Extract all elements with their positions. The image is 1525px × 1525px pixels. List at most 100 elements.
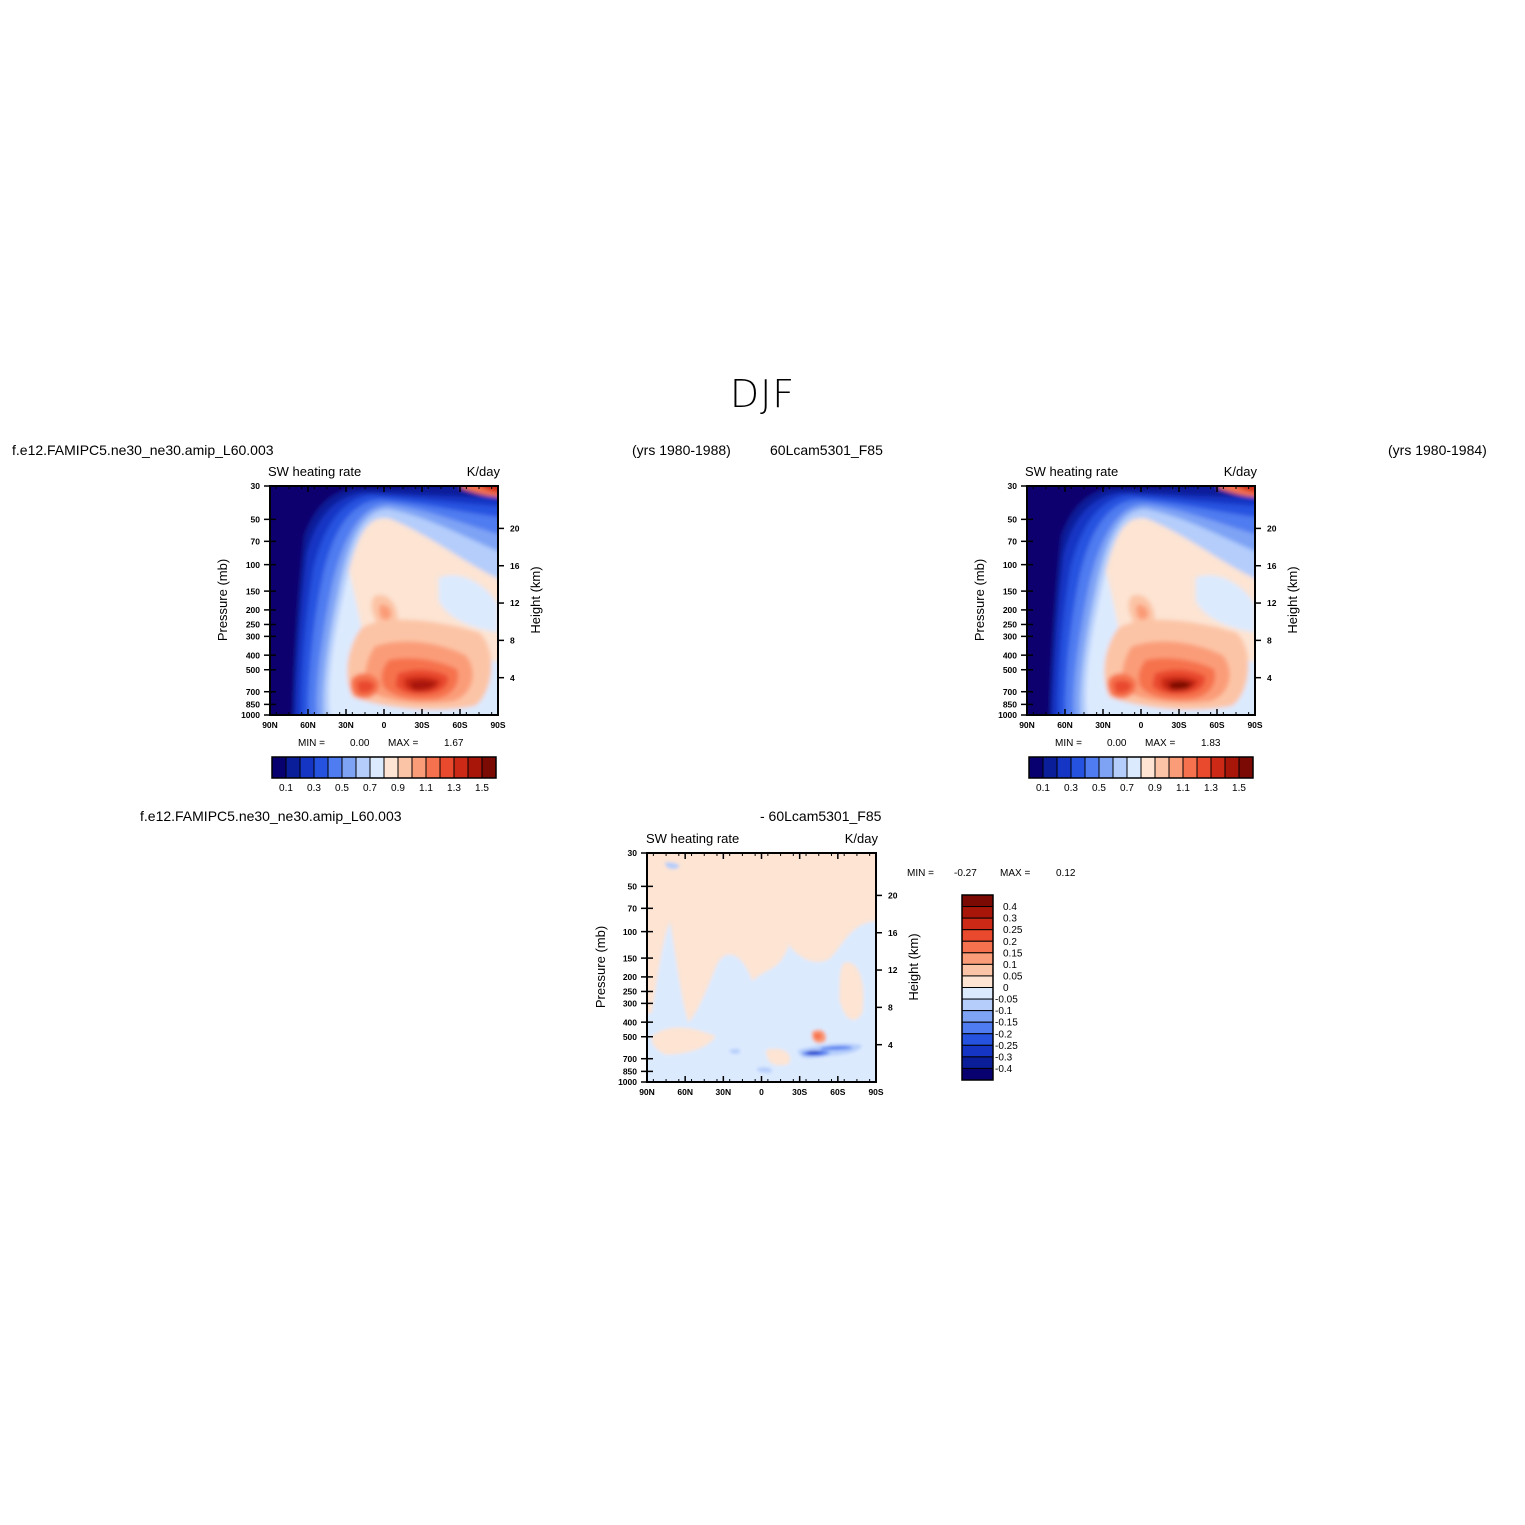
- panel-1-title-left: SW heating rate: [268, 464, 361, 479]
- colorbar-box: [961, 1044, 994, 1058]
- y-tick-label: 500: [246, 665, 260, 675]
- panel-3-title-left: SW heating rate: [646, 831, 739, 846]
- y-tick-label: 100: [1003, 560, 1017, 570]
- y-tick-label: 850: [246, 700, 260, 710]
- diff-case2-header: - 60Lcam5301_F85: [760, 808, 882, 824]
- y-tick-label: 150: [246, 586, 260, 596]
- diff-case1-header: f.e12.FAMIPC5.ne30_ne30.amip_L60.003: [140, 808, 402, 824]
- mid-blue: [1195, 575, 1255, 633]
- panel-1-min-label: MIN =: [298, 738, 325, 749]
- band-0: [1027, 486, 1191, 715]
- y-tick-label: 250: [623, 987, 637, 997]
- colorbar-box: [397, 756, 413, 779]
- panel-3-min-label: MIN =: [907, 868, 934, 879]
- y-right-tick-label: 12: [1267, 598, 1277, 608]
- y-tick-label: 500: [1003, 665, 1017, 675]
- colorbar-frame: [1028, 756, 1254, 779]
- colorbar-label: 0.7: [363, 783, 377, 794]
- colorbar-box: [961, 1033, 994, 1046]
- diff-blue-top: [665, 862, 680, 869]
- panel-2-field: [1027, 486, 1255, 715]
- panel-3-ylabel: Pressure (mb): [593, 926, 608, 1008]
- y-tick-label: 850: [1003, 700, 1017, 710]
- colorbar-box: [355, 756, 371, 779]
- x-tick-label: 0: [1139, 720, 1144, 730]
- y-tick-label: 50: [1008, 515, 1018, 525]
- y-tick-label: 30: [1008, 481, 1018, 491]
- colorbar-label: 0.3: [1064, 783, 1078, 794]
- colorbar-label: 1.1: [419, 783, 433, 794]
- panel-1-min-value: 0.00: [350, 738, 370, 749]
- colorbar-box: [1056, 756, 1072, 779]
- case1-years: (yrs 1980-1988): [632, 442, 731, 458]
- x-tick-label: 60N: [677, 1087, 693, 1097]
- colorbar-box: [961, 1010, 994, 1023]
- diff-warm-upper: [647, 853, 876, 1023]
- colorbar-box: [961, 998, 994, 1012]
- sh-blob-core: [356, 680, 375, 693]
- panel-3: SW heating rate K/day 90N 60N 30N 0 30S 60S 90…: [593, 831, 1076, 1097]
- y-right-tick-label: 20: [510, 524, 520, 534]
- panel-1-field: [270, 486, 498, 715]
- x-tick-label: 60N: [1057, 720, 1073, 730]
- colorbar-box: [961, 1056, 994, 1069]
- panel-1: SW heating rate K/day 90N 60N 30N 0 30S 60S 90…: [215, 464, 543, 794]
- panel-1-ylabel: Pressure (mb): [215, 559, 230, 641]
- colorbar-label: 1.1: [1176, 783, 1190, 794]
- colorbar-box: [961, 1067, 994, 1081]
- y-tick-label: 850: [623, 1067, 637, 1077]
- x-tick-label: 30N: [716, 1087, 732, 1097]
- panel-3-max-label: MAX =: [1000, 868, 1030, 879]
- colorbar-box: [1112, 756, 1128, 779]
- colorbar-box: [411, 756, 427, 779]
- colorbar-box: [1098, 756, 1114, 779]
- colorbar-label: 0.9: [391, 783, 405, 794]
- colorbar-box: [1084, 756, 1100, 779]
- colorbar-box: [1028, 756, 1044, 779]
- panel-2-max-value: 1.83: [1201, 738, 1221, 749]
- colorbar-label: 1.5: [475, 783, 489, 794]
- warm-14: [409, 680, 437, 690]
- y-right-tick-label: 8: [510, 636, 515, 646]
- diff-blue-small: [729, 1049, 741, 1054]
- y-tick-label: 400: [246, 650, 260, 660]
- y-right-tick-label: 4: [1267, 673, 1272, 683]
- x-tick-label: 30S: [1171, 720, 1186, 730]
- y-tick-label: 700: [623, 1054, 637, 1064]
- colorbar-box: [313, 756, 329, 779]
- band-3: [1027, 486, 1255, 715]
- warm-15: [1170, 681, 1192, 690]
- case1-header: f.e12.FAMIPC5.ne30_ne30.amip_L60.003: [12, 442, 274, 458]
- y-tick-label: 30: [628, 848, 638, 858]
- colorbar-label: 0.05: [1003, 971, 1023, 982]
- y-right-tick-label: 4: [510, 673, 515, 683]
- colorbar-box: [1182, 756, 1198, 779]
- y-tick-label: 50: [251, 515, 261, 525]
- panel-2-min-value: 0.00: [1107, 738, 1127, 749]
- y-tick-label: 70: [251, 537, 261, 547]
- colorbar-label: 0.7: [1120, 783, 1134, 794]
- x-tick-label: 60N: [300, 720, 316, 730]
- y-tick-label: 50: [628, 882, 638, 892]
- y-tick-label: 150: [1003, 586, 1017, 596]
- colorbar-box: [285, 756, 301, 779]
- colorbar-box: [439, 756, 455, 779]
- colorbar-box: [1042, 756, 1058, 779]
- colorbar-label: 0.25: [1003, 925, 1023, 936]
- x-tick-label: 0: [759, 1087, 764, 1097]
- colorbar-frame: [961, 894, 994, 1081]
- panel-2-min-label: MIN =: [1055, 738, 1082, 749]
- panel-2-ylabel: Pressure (mb): [972, 559, 987, 641]
- panel-3-min-value: -0.27: [954, 868, 977, 879]
- strat-hot: [1236, 486, 1255, 493]
- colorbar-box: [1154, 756, 1170, 779]
- diff-warm-low: [651, 1027, 716, 1055]
- band-3: [270, 486, 498, 715]
- x-tick-label: 90N: [262, 720, 278, 730]
- y-tick-label: 300: [623, 999, 637, 1009]
- colorbar-box: [1070, 756, 1086, 779]
- y-right-tick-label: 4: [888, 1040, 893, 1050]
- colorbar-label: 0.3: [1003, 914, 1017, 925]
- panel-3-field: [647, 853, 876, 1082]
